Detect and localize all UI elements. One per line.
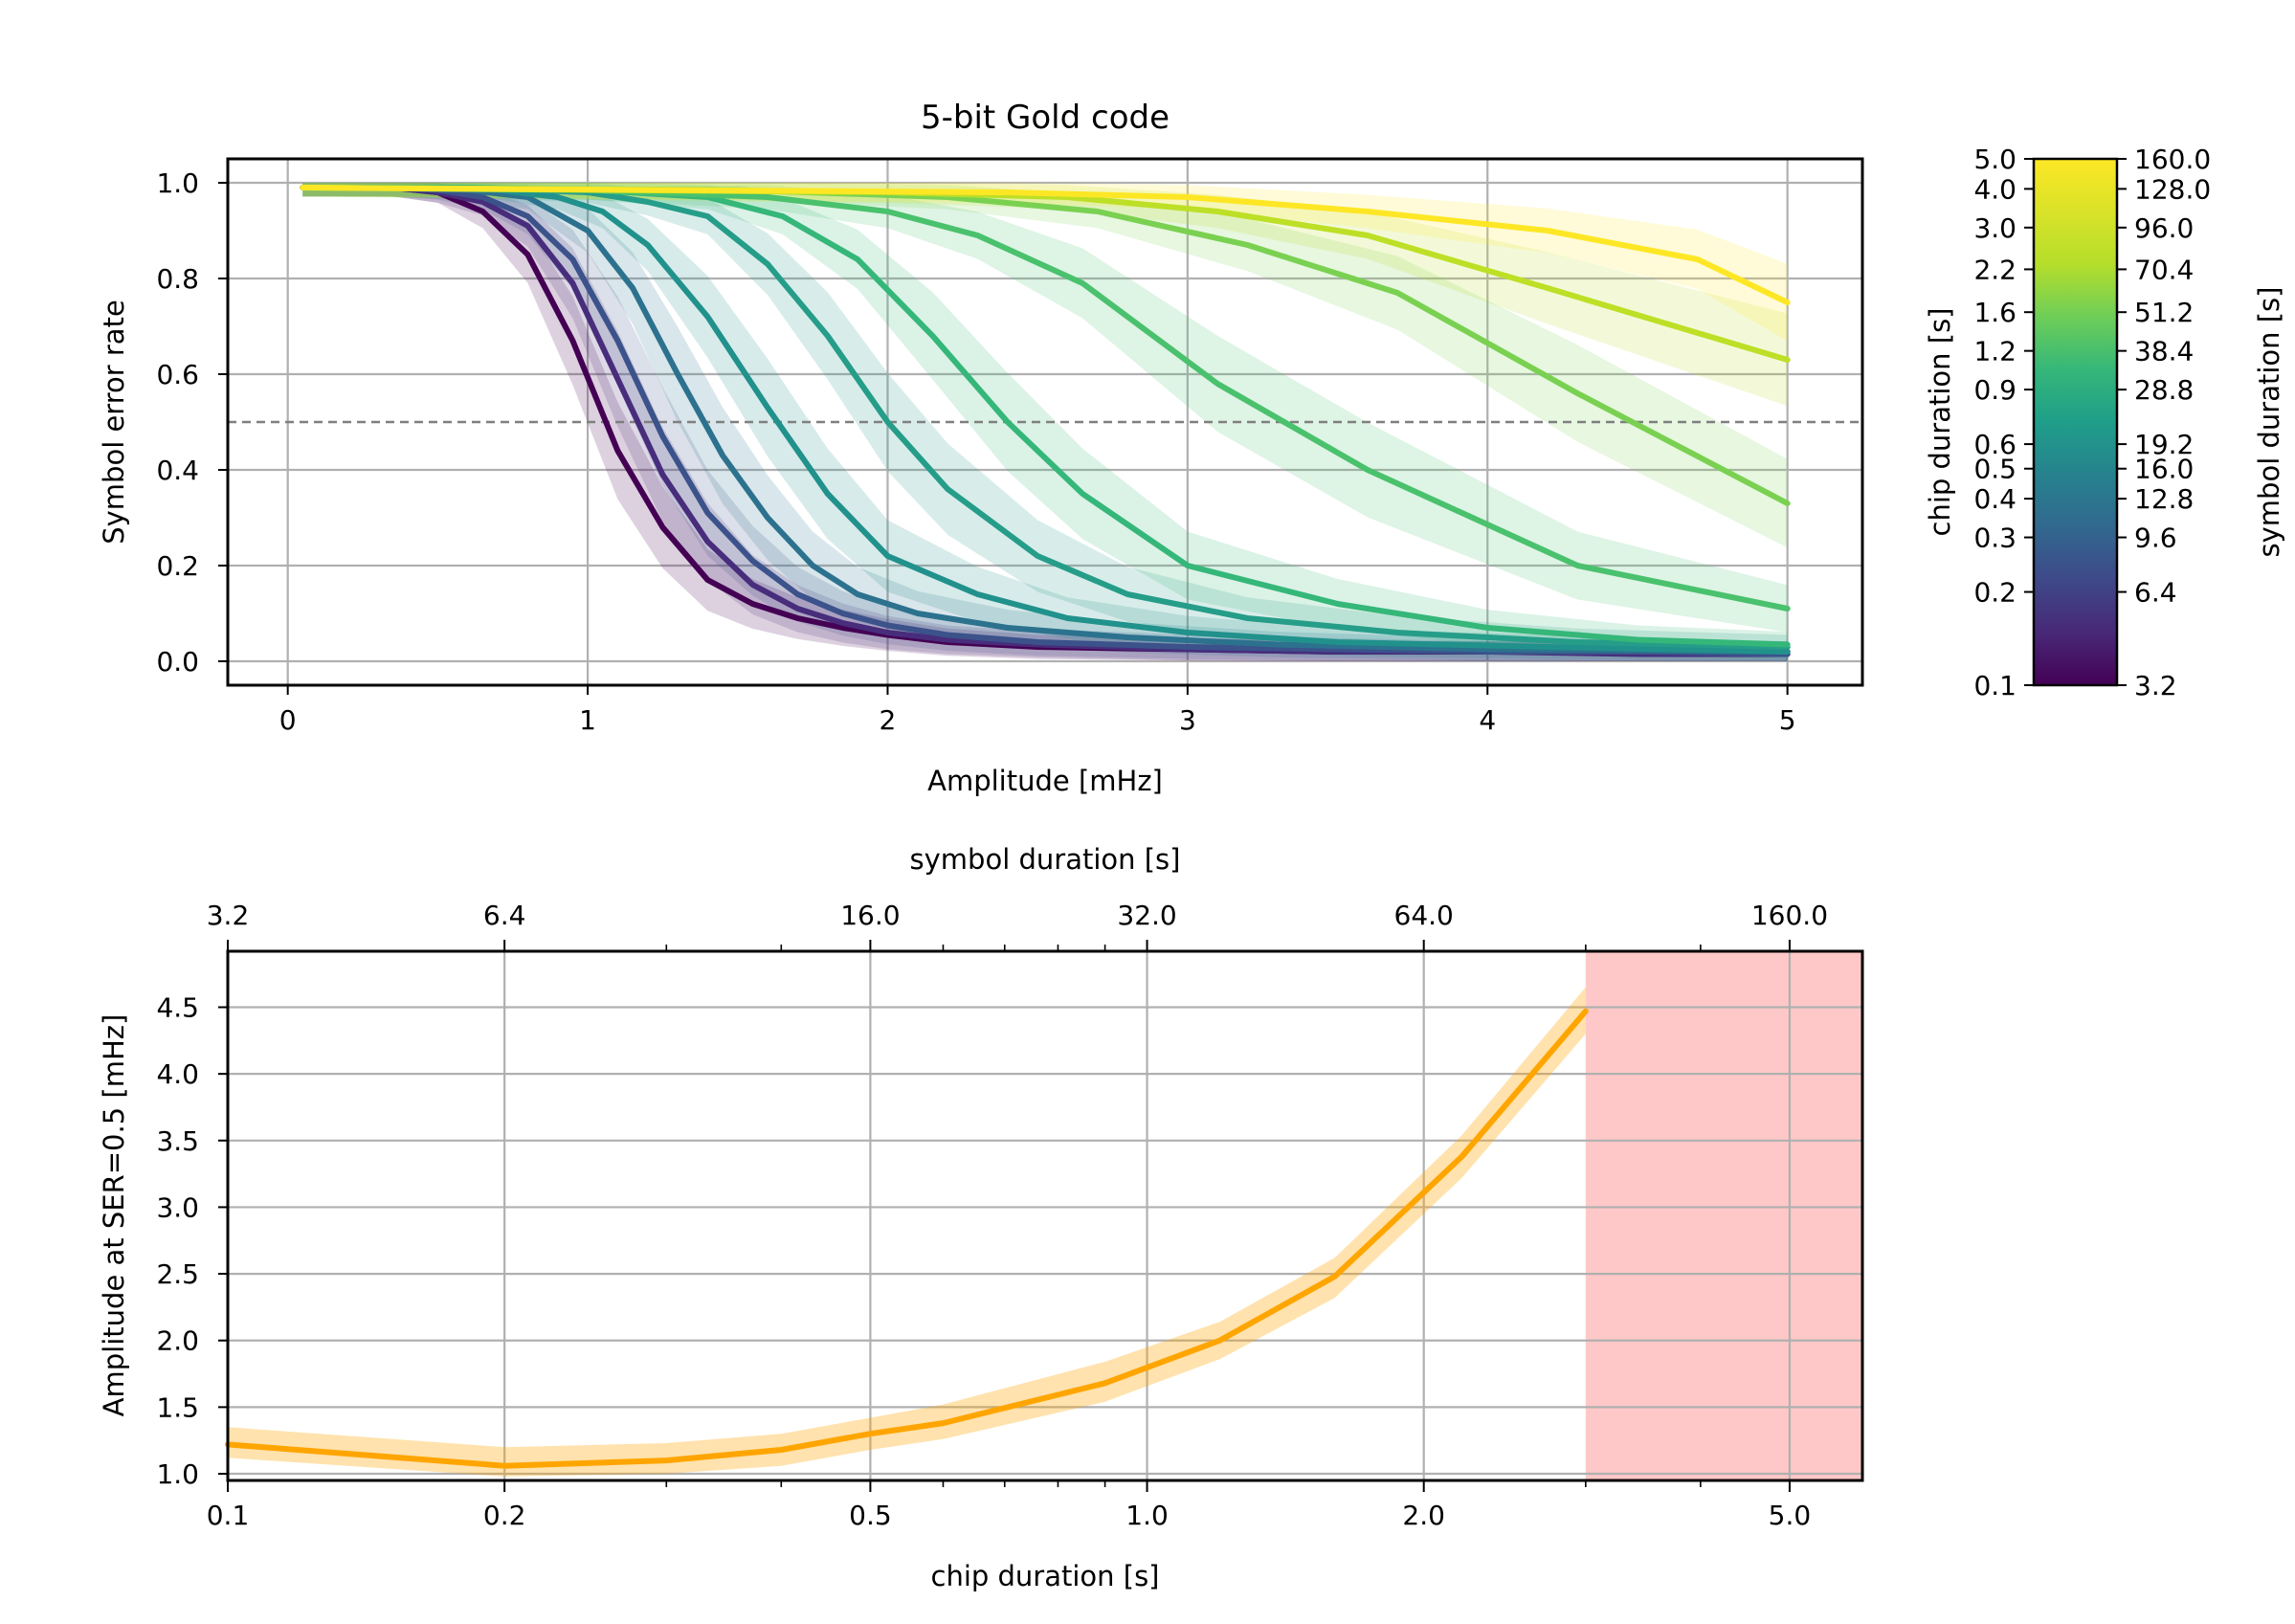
bottom-grid [226,951,1862,1480]
colorbar-right-tick-label: 38.4 [2134,336,2194,367]
x-tick-label: 2.0 [1402,1500,1445,1531]
colorbar-left-tick-label: 4.0 [1973,173,2016,205]
colorbar-right-tick-label: 19.2 [2134,429,2194,460]
ser-curve [300,185,1791,612]
y-tick-label: 4.5 [156,992,199,1024]
y-axis-label: Symbol error rate [98,300,130,545]
top-tick-label: 32.0 [1117,900,1176,931]
x-tick-label: 1 [579,704,596,736]
y-tick-label: 0.0 [156,646,199,678]
colorbar-left-tick-label: 0.5 [1973,454,2016,485]
y-tick-label: 1.0 [156,1458,199,1490]
y-tick-label: 2.0 [156,1325,199,1357]
bottom-axes-frame [226,949,1864,1482]
confidence-band [302,183,1788,633]
bottom-top-x-ticks: 3.2 6.4 16.0 32.0 64.0 160.0 [207,900,1828,951]
y-tick-label: 0.2 [156,550,199,582]
colorbar-left-label: chip duration [s] [1924,308,1956,537]
colorbar-left-tick-label: 0.2 [1973,577,2016,609]
x-tick-label: 3 [1179,704,1196,736]
confidence-band [302,183,1788,342]
colorbar-right-tick-label: 16.0 [2134,454,2194,485]
excluded-region [1585,951,1862,1480]
top-tick-label: 6.4 [483,900,526,931]
colorbar-left-tick-label: 2.2 [1973,254,2016,285]
top-axes-frame [226,157,1864,687]
confidence-band [302,183,1788,661]
x-tick-label: 2 [880,704,897,736]
colorbar-left-tick-label: 0.9 [1973,374,2016,406]
colorbar-left-tick-label: 1.6 [1973,297,2016,328]
colorbar-ticks: 0.1 3.2 0.2 6.4 0.3 9.6 0.4 12.8 0.5 16.0 0.6 19.2 0… [1973,144,2211,701]
y-tick-label: 3.5 [156,1125,199,1157]
y-tick-label: 3.0 [156,1191,199,1223]
chart-title: 5-bit Gold code [921,99,1170,137]
y-tick-label: 4.0 [156,1058,199,1090]
confidence-band [302,183,1788,407]
top-grid [228,159,1862,685]
colorbar-right-tick-label: 51.2 [2134,297,2194,328]
y-tick-label: 1.0 [156,167,199,199]
colorbar-left-tick-label: 1.2 [1973,336,2016,367]
top-tick-label: 160.0 [1751,900,1828,931]
ser-curves [300,185,1791,657]
bottom-top-axis-label: symbol duration [s] [910,843,1181,876]
ser-curve [300,185,1791,655]
y-tick-label: 2.5 [156,1258,199,1290]
x-tick-label: 0 [279,704,297,736]
colorbar-right-tick-label: 160.0 [2134,144,2211,175]
top-tick-label: 3.2 [207,900,250,931]
top-tick-label: 16.0 [840,900,900,931]
colorbar-right-tick-label: 128.0 [2134,173,2211,205]
colorbar-right-tick-label: 12.8 [2134,483,2194,515]
x-tick-label: 0.2 [483,1500,526,1531]
colorbar: 0.1 3.2 0.2 6.4 0.3 9.6 0.4 12.8 0.5 16.0 0.6 19.2 0… [1924,144,2285,701]
colorbar-left-tick-label: 5.0 [1973,144,2016,175]
colorbar-gradient [2032,157,2119,687]
colorbar-right-tick-label: 70.4 [2134,254,2194,285]
y-tick-label: 0.4 [156,455,199,486]
bottom-x-axis-label: chip duration [s] [931,1560,1160,1592]
colorbar-right-tick-label: 9.6 [2134,523,2177,554]
top-tick-label: 64.0 [1394,900,1454,931]
top-x-ticks: 0 1 2 3 4 5 [279,685,1796,736]
x-tick-label: 0.5 [849,1500,892,1531]
y-tick-label: 0.6 [156,359,199,390]
top-y-ticks: 0.0 0.2 0.4 0.6 0.8 1.0 [156,167,228,678]
confidence-band [302,183,1788,657]
y-tick-label: 1.5 [156,1391,199,1423]
bottom-y-ticks: 1.0 1.5 2.0 2.5 3.0 3.5 4.0 4.5 [156,992,228,1490]
colorbar-left-tick-label: 0.6 [1973,429,2016,460]
x-tick-label: 5.0 [1769,1500,1812,1531]
colorbar-right-tick-label: 6.4 [2134,577,2177,609]
x-tick-label: 5 [1779,704,1796,736]
y-tick-label: 0.8 [156,263,199,295]
ser-curve [300,185,1791,305]
colorbar-left-tick-label: 0.3 [1973,523,2016,554]
colorbar-right-tick-label: 28.8 [2134,374,2194,406]
bottom-y-axis-label: Amplitude at SER=0.5 [mHz] [98,1014,130,1417]
ser-curve [300,185,1791,655]
x-tick-label: 1.0 [1125,1500,1169,1531]
x-tick-label: 0.1 [207,1500,250,1531]
confidence-band [302,183,1788,659]
colorbar-right-label: symbol duration [s] [2253,287,2285,558]
colorbar-left-tick-label: 3.0 [1973,212,2016,244]
threshold-amplitude-plot: 0.1 0.2 0.5 1.0 2.0 5.0 3.2 6.4 16.0 32.0 64.0 160… [98,843,1864,1592]
excluded-region-rect [1585,951,1862,1480]
colorbar-left-tick-label: 0.4 [1973,483,2016,515]
threshold-line [225,1008,1589,1469]
ser-vs-amplitude-plot: 0 1 2 3 4 5 0.0 0.2 0.4 0.6 0.8 1.0 5-bit Gold cod… [98,99,1864,797]
colorbar-right-tick-label: 96.0 [2134,212,2194,244]
x-tick-label: 4 [1479,704,1496,736]
confidence-band [302,183,1788,548]
colorbar-right-tick-label: 3.2 [2134,670,2177,701]
bottom-x-ticks: 0.1 0.2 0.5 1.0 2.0 5.0 [207,1480,1811,1531]
x-axis-label: Amplitude [mHz] [927,765,1163,797]
threshold-curve [225,1008,1589,1469]
colorbar-left-tick-label: 0.1 [1973,670,2016,701]
